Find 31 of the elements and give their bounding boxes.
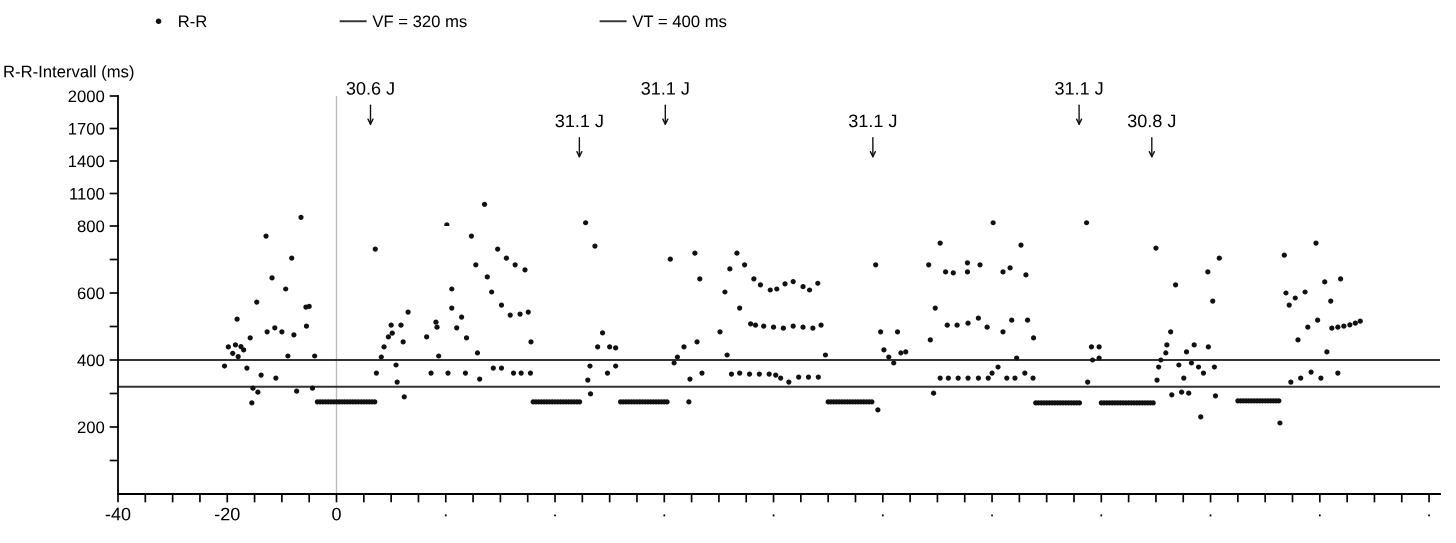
x-tick-label: ·: [1209, 514, 1212, 517]
annotation: 30.8 J: [1127, 114, 1176, 128]
x-tick-label: ·: [991, 514, 993, 517]
x-tick-label: ·: [554, 514, 556, 517]
x-tick-label: ·: [1100, 514, 1103, 517]
legend-label: VF = 320 ms: [372, 15, 467, 28]
x-tick-label: ·: [444, 514, 447, 517]
y-tick-label: 800: [77, 220, 105, 233]
x-tick-label: ·: [1428, 514, 1430, 517]
text: 30.6 J: [346, 81, 394, 95]
text: 31.1 J: [641, 81, 689, 95]
y-tick-label: 1700: [69, 122, 105, 135]
y-tick-label: 200: [77, 421, 105, 434]
legend-label: R-R: [179, 15, 207, 28]
x-tick-label: ·: [663, 514, 666, 517]
legend-label: VT = 400 ms: [632, 15, 727, 28]
text: 31.1 J: [1055, 81, 1103, 95]
x-tick-label: ·: [772, 514, 775, 517]
y-tick-label: 600: [77, 287, 105, 300]
x-tick-label: ·: [1318, 514, 1321, 517]
y-tick-label: 1400: [69, 155, 105, 168]
y-tick-label: 1100: [70, 187, 105, 200]
x-tick-label: 0: [332, 507, 341, 521]
y-axis-title: R-R-Intervall (ms): [4, 65, 134, 81]
y-tick-label: 400: [77, 354, 105, 367]
annotation: 31.1 J: [555, 114, 603, 128]
x-tick-label: -40: [105, 507, 131, 521]
x-tick-label: -20: [215, 507, 240, 521]
annotation: 31.1 J: [848, 114, 897, 128]
x-tick-label: ·: [881, 514, 884, 517]
y-tick-label: 2000: [68, 90, 105, 103]
